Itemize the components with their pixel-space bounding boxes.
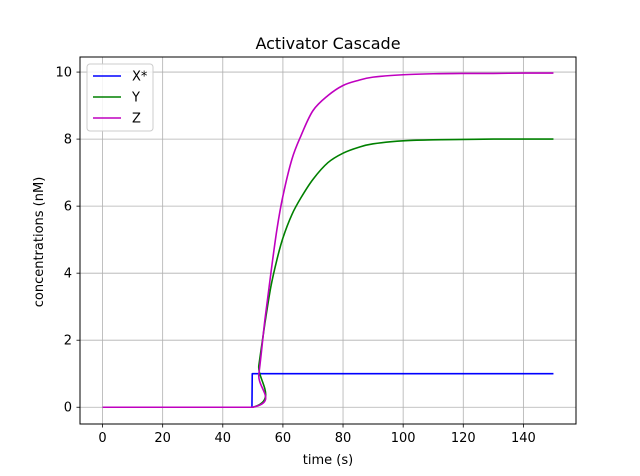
- x-tick-label: 80: [335, 431, 352, 446]
- y-tick-label: 4: [64, 267, 72, 282]
- y-axis-ticks: 0 2 4 6 8 10: [55, 66, 80, 416]
- x-axis-ticks: 0 20 40 60 80 100 120 140: [98, 424, 536, 446]
- x-tick-label: 20: [154, 431, 171, 446]
- x-tick-label: 100: [391, 431, 416, 446]
- x-tick-label: 60: [275, 431, 292, 446]
- legend: X* YZ: [86, 63, 154, 132]
- y-axis-label: concentrations (nM): [32, 177, 47, 308]
- legend-label-z: Z: [132, 112, 141, 127]
- x-tick-label: 0: [98, 431, 106, 446]
- legend-label-y: Y: [131, 91, 140, 106]
- y-tick-label: 8: [64, 133, 72, 148]
- plot-frame: [79, 56, 577, 425]
- x-axis-label: time (s): [303, 453, 353, 468]
- chart-title: Activator Cascade: [255, 34, 400, 53]
- x-tick-label: 140: [511, 431, 536, 446]
- grid: [80, 57, 576, 424]
- series-line-z: [102, 72, 554, 409]
- y-tick-label: 10: [55, 66, 72, 81]
- legend-label-xstar: X*: [132, 70, 148, 85]
- x-tick-label: 40: [215, 431, 232, 446]
- series-line-xstar: [102, 372, 554, 409]
- series-line-y: [102, 138, 554, 409]
- y-tick-label: 6: [64, 200, 72, 215]
- y-tick-label: 2: [64, 334, 72, 349]
- y-tick-label: 0: [64, 401, 72, 416]
- x-tick-label: 120: [451, 431, 476, 446]
- series-lines: [102, 72, 554, 409]
